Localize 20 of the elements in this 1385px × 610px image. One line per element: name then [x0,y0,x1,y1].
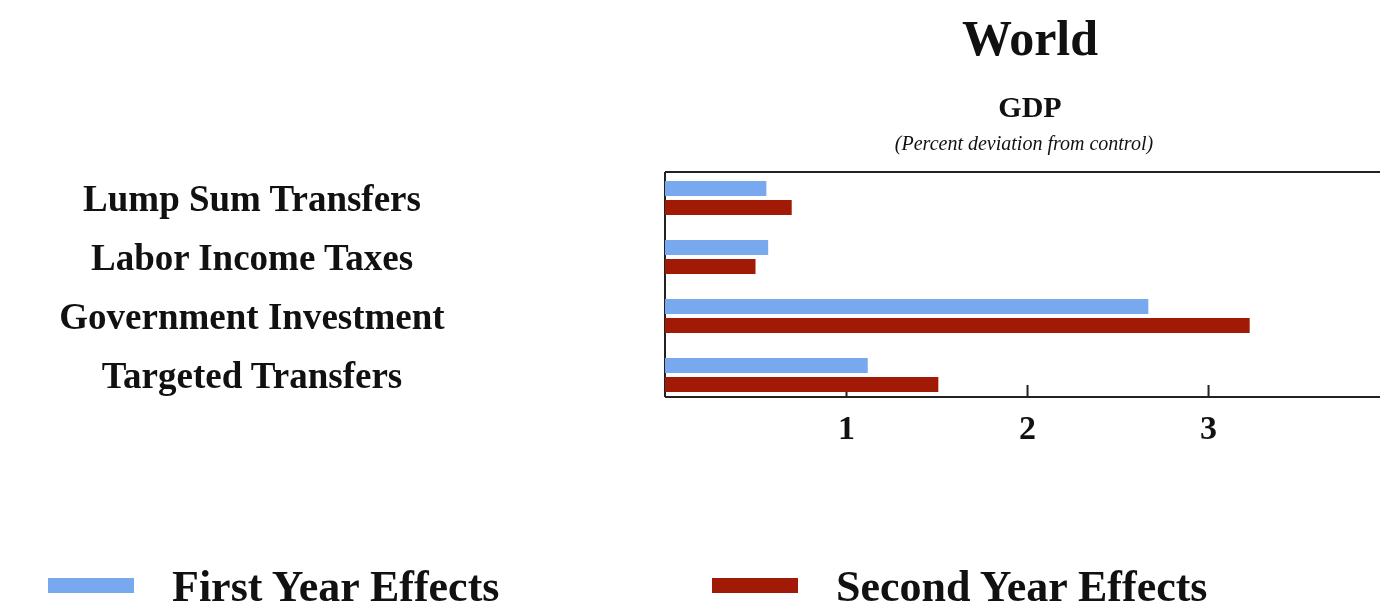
chart-title: World [961,10,1099,66]
bar [665,299,1149,314]
bar [665,200,792,215]
x-tick-label: 3 [1200,409,1218,447]
bar [665,181,767,196]
x-axis-title: (Percent deviation from control) [894,132,1154,155]
y-tick-label: Labor Income Taxes [90,236,414,278]
x-tick-label: 2 [1019,409,1037,447]
bar [665,240,769,255]
x-tick-label: 1 [838,409,856,447]
bar [665,259,756,274]
legend-label: First Year Effects [172,562,500,610]
y-tick-label: Lump Sum Transfers [83,177,421,219]
bar [665,318,1250,333]
bar [665,358,868,373]
bar [665,377,939,392]
chart-subtitle: GDP [998,90,1062,123]
y-tick-label: Government Investment [59,295,446,337]
legend-label: Second Year Effects [836,562,1208,610]
y-tick-label: Targeted Transfers [101,354,403,396]
